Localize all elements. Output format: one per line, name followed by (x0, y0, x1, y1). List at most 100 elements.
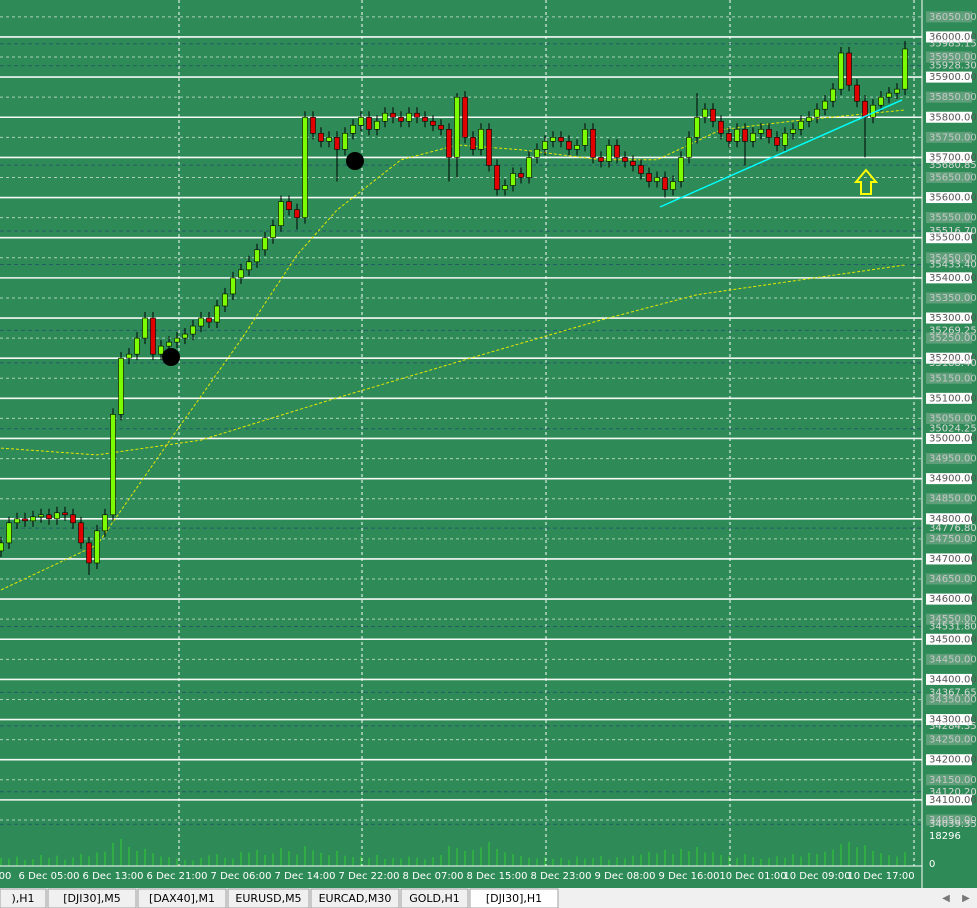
tab[interactable]: ),H1 (0, 888, 47, 908)
candle-body (766, 128, 772, 138)
candle-body (398, 116, 404, 122)
tab[interactable]: EURCAD,M30 (310, 888, 400, 908)
moving-average (0, 109, 906, 591)
y-tick-label-bg (926, 513, 972, 525)
y-tick-label-bg (926, 71, 972, 83)
y-tick-label-bg (926, 392, 972, 404)
y-tick-label: 35550.00 (929, 213, 977, 224)
tab-bg[interactable] (47, 888, 137, 908)
tab-bg[interactable] (0, 888, 47, 908)
candle-body (638, 165, 644, 174)
y-tick-label-bg (926, 593, 972, 605)
y-tick-label: 36000.00 (929, 32, 977, 43)
tab-label[interactable]: GOLD,H1 (409, 892, 460, 905)
candle-body (374, 120, 380, 130)
candle-body (334, 137, 340, 150)
candle-body (550, 137, 556, 142)
candle-body (558, 137, 564, 142)
tab-label[interactable]: ),H1 (11, 892, 34, 905)
tab[interactable]: [DAX40],M1 (137, 888, 227, 908)
y-tick-label-bg (926, 372, 972, 384)
candle-body (382, 112, 388, 122)
candle-body (278, 201, 284, 226)
y-tick-label-bg (926, 533, 972, 545)
candle-body (118, 357, 124, 415)
candle-body (574, 145, 580, 150)
level-label: 34531.80 (929, 621, 977, 632)
tab-bg[interactable] (310, 888, 400, 908)
tab-bg[interactable] (400, 888, 469, 908)
scroll-left[interactable]: ◀ (942, 893, 950, 904)
candle-body (694, 116, 700, 138)
scroll-right[interactable]: ▶ (962, 893, 970, 904)
candle-body (566, 141, 572, 150)
tab-label[interactable]: EURCAD,M30 (319, 892, 392, 905)
tab[interactable]: EURUSD,M5 (227, 888, 310, 908)
y-tick-label-bg (926, 653, 972, 665)
tab-bg[interactable] (469, 888, 559, 908)
y-tick-label-bg (926, 131, 972, 143)
y-tick-label-bg (926, 613, 972, 625)
tab[interactable]: [DJI30],M5 (47, 888, 137, 908)
tab-bg[interactable] (137, 888, 227, 908)
candle-body (406, 112, 412, 122)
y-tick-label: 34750.00 (929, 534, 977, 545)
candle-body (78, 522, 84, 544)
candle-body (142, 317, 148, 339)
candle-body (110, 414, 116, 516)
candle-body (870, 104, 876, 118)
candle-body (630, 161, 636, 166)
y-tick-label-bg (926, 493, 972, 505)
candle-body (622, 157, 628, 162)
tab-label[interactable]: [DAX40],M1 (149, 892, 215, 905)
y-tick-label-bg (926, 192, 972, 204)
x-tick-label: 10 Dec 09:00 (783, 871, 850, 882)
y-tick-label-bg (926, 332, 972, 344)
y-tick-label-bg (926, 734, 972, 746)
candle-body (470, 137, 476, 150)
volume-tick-label: 0 (929, 859, 935, 870)
tab-label[interactable]: [DJI30],M5 (63, 892, 121, 905)
overlay (0, 0, 923, 888)
candle-body (838, 52, 844, 90)
candle-body (414, 112, 420, 118)
candle-body (286, 201, 292, 210)
level-label: 35680.85 (929, 160, 977, 171)
x-tick-label: 6 Dec 13:00 (83, 871, 144, 882)
candle-body (294, 209, 300, 218)
x-tick-label: 10 Dec 01:00 (719, 871, 786, 882)
x-tick-label: 7 Dec 14:00 (275, 871, 336, 882)
tab-bg[interactable] (227, 888, 310, 908)
tab-label[interactable]: EURUSD,M5 (235, 892, 301, 905)
candle-body (494, 165, 500, 190)
candle-body (894, 88, 900, 94)
y-tick-label: 35400.00 (929, 273, 977, 284)
candle-body (654, 177, 660, 182)
y-tick-label: 35150.00 (929, 373, 977, 384)
tab-label[interactable]: [DJI30],H1 (486, 892, 542, 905)
tab[interactable]: GOLD,H1 (400, 888, 469, 908)
candle-body (326, 137, 332, 142)
candle-body (342, 133, 348, 150)
candle-body (718, 120, 724, 134)
candle-body (262, 237, 268, 251)
candle-body (94, 530, 100, 564)
candle-body (454, 96, 460, 158)
level-label: 34120.20 (929, 787, 977, 798)
candle-body (254, 249, 260, 263)
candle-body (598, 157, 604, 162)
y-tick-label-bg (926, 252, 972, 264)
candle-body (806, 116, 812, 122)
up-arrow (853, 168, 879, 195)
candle-body (270, 225, 276, 239)
y-tick-label-bg (926, 11, 972, 23)
y-tick-label-bg (926, 754, 972, 766)
x-tick-label: 8 Dec 07:00 (403, 871, 464, 882)
y-tick-label: 34500.00 (929, 634, 977, 645)
y-tick-label-bg (926, 673, 972, 685)
x-tick-label: 9 Dec 08:00 (595, 871, 656, 882)
candle-body (534, 149, 540, 158)
tab[interactable]: [DJI30],H1 (469, 888, 559, 908)
candle-body (390, 112, 396, 118)
